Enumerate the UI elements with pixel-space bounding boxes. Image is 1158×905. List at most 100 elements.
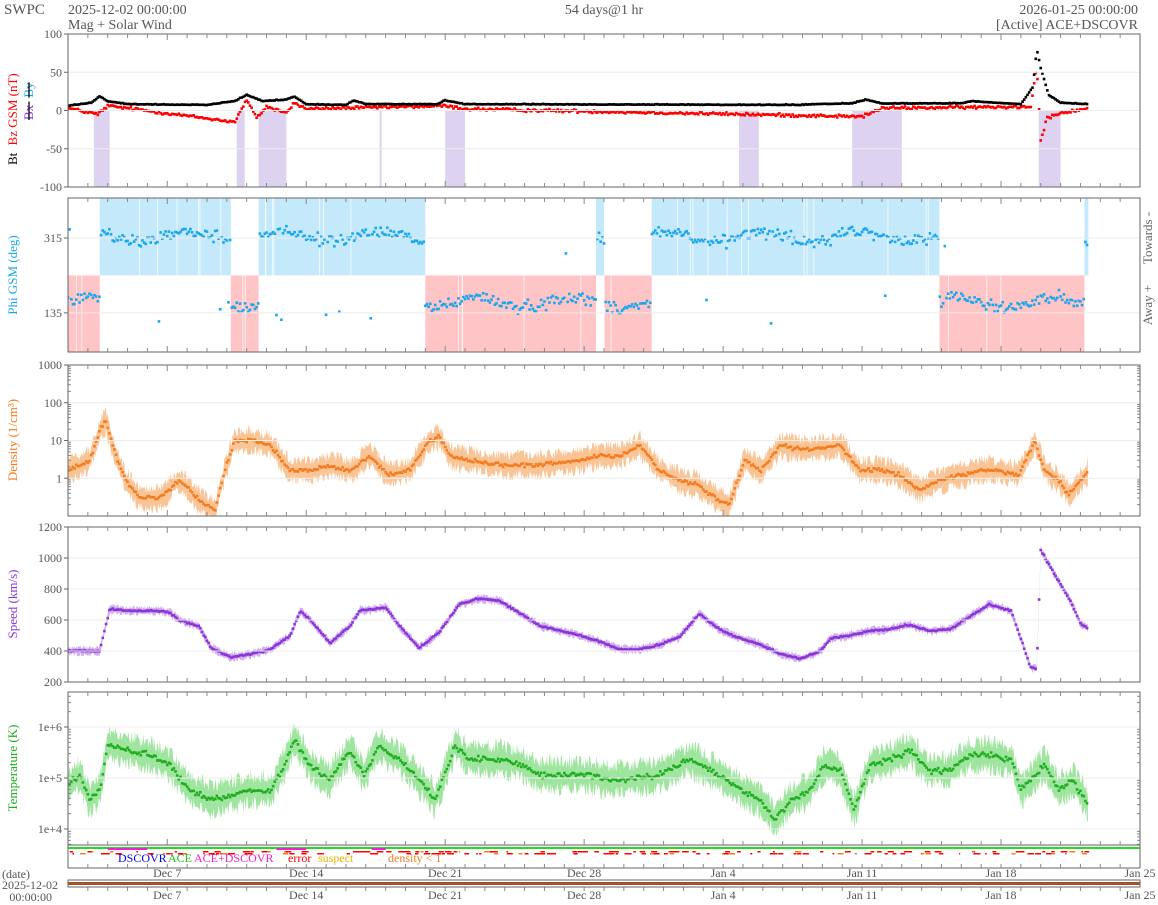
bt-point [764,103,768,107]
bt-point [88,101,91,104]
density-point [634,447,637,450]
phi-point [811,240,814,243]
density-point [1074,484,1077,488]
bz-point [951,106,955,109]
density-point [999,469,1003,473]
speed-point [1024,652,1028,655]
temperature-point [816,775,819,779]
bt-point [650,103,654,106]
bt-point [668,103,672,106]
phi-point [725,246,728,250]
density-point [908,481,912,484]
temperature-point [696,762,700,766]
density-point [323,465,326,468]
density-point [523,465,526,469]
phi-point [304,238,308,242]
error-flag [386,851,392,853]
density-point [541,464,545,468]
speed-point [298,611,301,614]
bt-point [622,103,626,106]
bt-point [1062,101,1066,105]
bz-point [172,112,176,116]
density-point [381,467,384,471]
bz-point [735,111,738,115]
density-point [920,488,923,491]
speed-point [194,624,197,627]
speed-point [136,609,139,613]
speed-point [255,651,258,655]
temperature-point [184,783,187,786]
phi-point [324,313,328,317]
speed-point [491,598,495,602]
bt-point [346,102,349,106]
bz-point [74,108,78,111]
speed-point [604,642,607,646]
speed-point [928,629,932,632]
density-point [1047,472,1051,475]
phi-point [172,234,176,238]
bz-point [498,108,502,111]
bz-point [448,104,452,108]
bt-point [165,103,169,106]
bz-point [1057,112,1061,116]
temperature-point [730,783,733,787]
bt-point [908,102,912,105]
error-flag [607,853,613,855]
bz-point [414,105,417,109]
phi-point [1074,300,1077,303]
speed-point [640,647,644,651]
bz-point [1067,110,1071,114]
phi-point [695,240,698,244]
bt-point [223,100,227,104]
error-flag [242,851,247,853]
speed-point [1046,561,1049,564]
bt-point [786,103,789,107]
temperature-point [136,752,139,756]
speed-point [564,630,568,634]
speed-point [377,607,381,610]
bz-point [791,113,794,116]
bt-point [261,99,265,103]
error-flag [594,851,600,853]
phi-point [549,296,553,299]
bt-point [920,102,923,105]
temperature-point [597,774,601,778]
phi-point [614,303,617,307]
bt-point [294,96,298,100]
temperature-point [634,778,637,782]
speed-point [829,637,832,640]
error-flag [972,851,974,853]
temperature-point [141,750,144,753]
density-point [472,460,475,464]
speed-point [576,633,579,637]
bt-point [892,102,895,105]
bt-point [470,102,473,106]
temperature-point [875,762,879,765]
bz-point [240,107,244,110]
bz-point [830,115,834,118]
phi-point [467,297,470,300]
bt-point [202,103,205,107]
density-point [983,468,986,472]
density-point [1036,447,1039,451]
phi-y-tick-label: 315 [44,231,62,245]
phi-point [984,308,988,311]
speed-point [756,642,760,645]
bt-point [637,103,641,106]
error-flag [864,853,872,855]
bt-point [452,100,455,103]
phi-point [501,301,505,305]
phi-point [129,242,133,245]
density-point [101,425,105,428]
density-point [581,457,584,461]
bz-point [854,115,857,119]
error-flag [723,853,729,855]
phi-point [964,298,968,302]
temperature-point [746,794,750,798]
bt-point [1057,100,1061,103]
temperature-point [430,796,434,799]
speed-point [660,642,664,646]
temperature-point [1067,779,1071,782]
speed-point [1065,594,1069,597]
bt-point [1008,102,1011,105]
